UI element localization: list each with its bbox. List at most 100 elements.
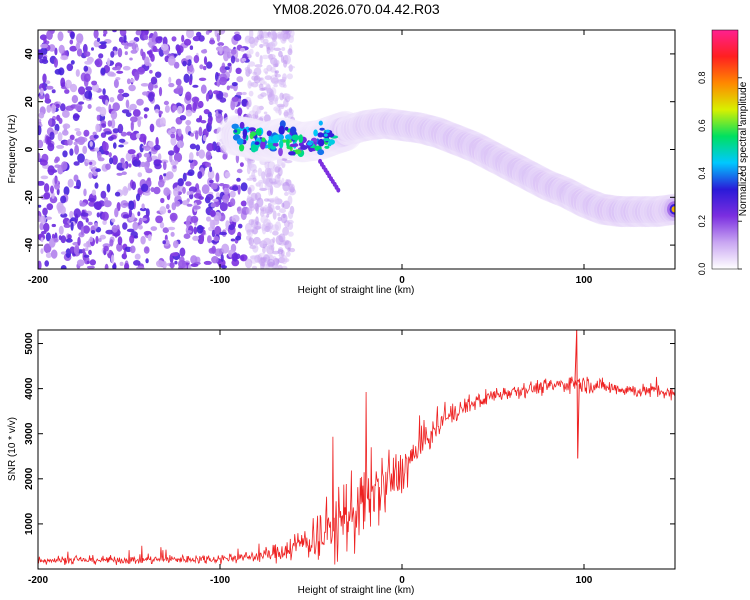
spectrogram-noise-cell [171, 36, 177, 42]
colorbar-tick-label: 0.0 [697, 263, 707, 276]
x-tick-label: -100 [210, 575, 230, 586]
spectrogram-noise-cell [59, 205, 66, 215]
spectrogram-noise-cell [143, 107, 150, 112]
spectrogram-noise-cell [229, 190, 236, 198]
spectrogram-noise-cell [60, 77, 66, 88]
spectrogram-noise-cell [240, 200, 246, 207]
spectrogram-ridge-cell [248, 127, 256, 132]
spectrogram-noise-cell [288, 210, 294, 220]
spectrogram-noise-cell [96, 37, 101, 42]
spectrogram-noise-cell [230, 238, 236, 242]
spectrogram-noise-cell [124, 263, 130, 269]
spectrogram-noise-cell [150, 226, 158, 232]
spectrogram-noise-cell [209, 39, 216, 45]
spectrogram-noise-cell [75, 103, 83, 112]
spectrogram-noise-cell [185, 219, 190, 228]
spectrogram-noise-cell [141, 203, 145, 209]
spectrogram-noise-cell [83, 188, 87, 197]
spectrogram-noise-cell [147, 41, 156, 46]
spectrogram-noise-cell [244, 258, 253, 269]
spectrogram-noise-cell [156, 260, 164, 268]
spectrogram-noise-cell [281, 47, 286, 51]
spectrogram-noise-cell [134, 253, 141, 260]
spectrogram-noise-cell [236, 177, 241, 182]
spectrogram-noise-cell [144, 56, 150, 67]
spectrogram-ridge-cell [317, 149, 325, 156]
spectrogram-noise-cell [84, 51, 91, 57]
spectrogram-noise-cell [270, 197, 278, 205]
spectrogram-ridge-cell [671, 206, 675, 213]
spectrogram-noise-cell [241, 91, 247, 96]
spectrogram-noise-cell [230, 100, 236, 111]
spectrogram-noise-cell [153, 186, 161, 195]
spectrogram-noise-cell [207, 169, 215, 180]
spectrogram-noise-cell [129, 103, 137, 111]
spectrogram-noise-cell [109, 157, 113, 165]
spectrogram-noise-cell [237, 107, 243, 116]
spectrogram-noise-cell [173, 152, 183, 163]
spectrogram-noise-cell [206, 143, 214, 152]
spectrogram-noise-cell [77, 136, 86, 145]
spectrogram-noise-cell [128, 163, 132, 168]
spectrogram-noise-cell [125, 99, 130, 109]
spectrogram-noise-cell [85, 217, 89, 223]
spectrogram-noise-cell [198, 77, 207, 82]
spectrogram-noise-cell [252, 105, 260, 115]
spectrogram-noise-cell [149, 123, 155, 133]
spectrogram-noise-cell [120, 131, 127, 137]
spectrogram-noise-cell [112, 264, 117, 269]
spectrogram-noise-cell [209, 166, 213, 173]
y-tick-label: 2000 [24, 467, 35, 490]
spectrogram-ridge-cell [279, 139, 284, 149]
spectrogram-noise-cell [99, 41, 107, 45]
spectrogram-noise-cell [210, 202, 216, 208]
spectrogram-noise-cell [173, 53, 178, 57]
y-tick-label: 0 [24, 146, 35, 152]
y-tick-label: 4000 [24, 377, 35, 400]
spectrogram-noise-cell [283, 59, 288, 68]
spectrogram-noise-cell [73, 161, 80, 166]
spectrogram-noise-cell [82, 145, 88, 155]
spectrogram-noise-cell [50, 185, 54, 194]
spectrogram-noise-cell [240, 182, 248, 192]
spectrogram-noise-cell [214, 248, 223, 257]
spectrogram-ridge-cell [313, 129, 318, 137]
snr-panel: -200 -100 0 100 1000 2000 3000 4000 5000 Height… [7, 329, 676, 596]
spectrogram-noise-cell [38, 180, 45, 186]
spectrogram-noise-cell [111, 155, 118, 165]
spectrogram-noise-cell [117, 47, 123, 58]
spectrogram-noise-cell [257, 64, 261, 73]
spectrogram-noise-cell [194, 130, 199, 140]
spectrogram-noise-cell [63, 223, 71, 228]
spectrogram-noise-cell [252, 113, 256, 120]
spectrogram-noise-cell [260, 92, 267, 97]
spectrogram-ridge-cell [239, 144, 245, 152]
spectrogram-noise-cell [85, 159, 91, 163]
spectrogram-noise-cell [132, 221, 139, 231]
spectrogram-noise-cell [282, 181, 290, 192]
spectrogram-noise-cell [203, 48, 207, 53]
spectrogram-noise-cell [42, 56, 48, 62]
spectrogram-noise-cell [182, 60, 187, 67]
spectrogram-noise-cell [104, 131, 112, 135]
spectrogram-noise-cell [39, 159, 48, 166]
colorbar-gradient [711, 29, 739, 270]
spectrogram-noise-cell [159, 117, 166, 127]
spectrogram-noise-cell [176, 85, 184, 95]
spectrogram-noise-cell [222, 194, 230, 204]
spectrogram-noise-cell [179, 247, 186, 257]
spectrogram-noise-cell [167, 226, 176, 231]
spectrogram-noise-cell [105, 229, 114, 235]
spectrogram-noise-cell [42, 207, 48, 216]
spectrogram-noise-cell [39, 87, 44, 96]
spectrogram-noise-cell [130, 116, 138, 123]
spectrogram-noise-cell [163, 187, 171, 197]
spectrogram-noise-cell [40, 237, 44, 243]
spectrogram-noise-cell [231, 82, 238, 87]
spectrogram-noise-cell [93, 30, 99, 39]
spectrogram-noise-cell [272, 210, 277, 220]
spectrogram-noise-cell [252, 71, 257, 75]
spectrogram-noise-cell [193, 55, 200, 64]
spectrogram-noise-cell [90, 230, 96, 234]
